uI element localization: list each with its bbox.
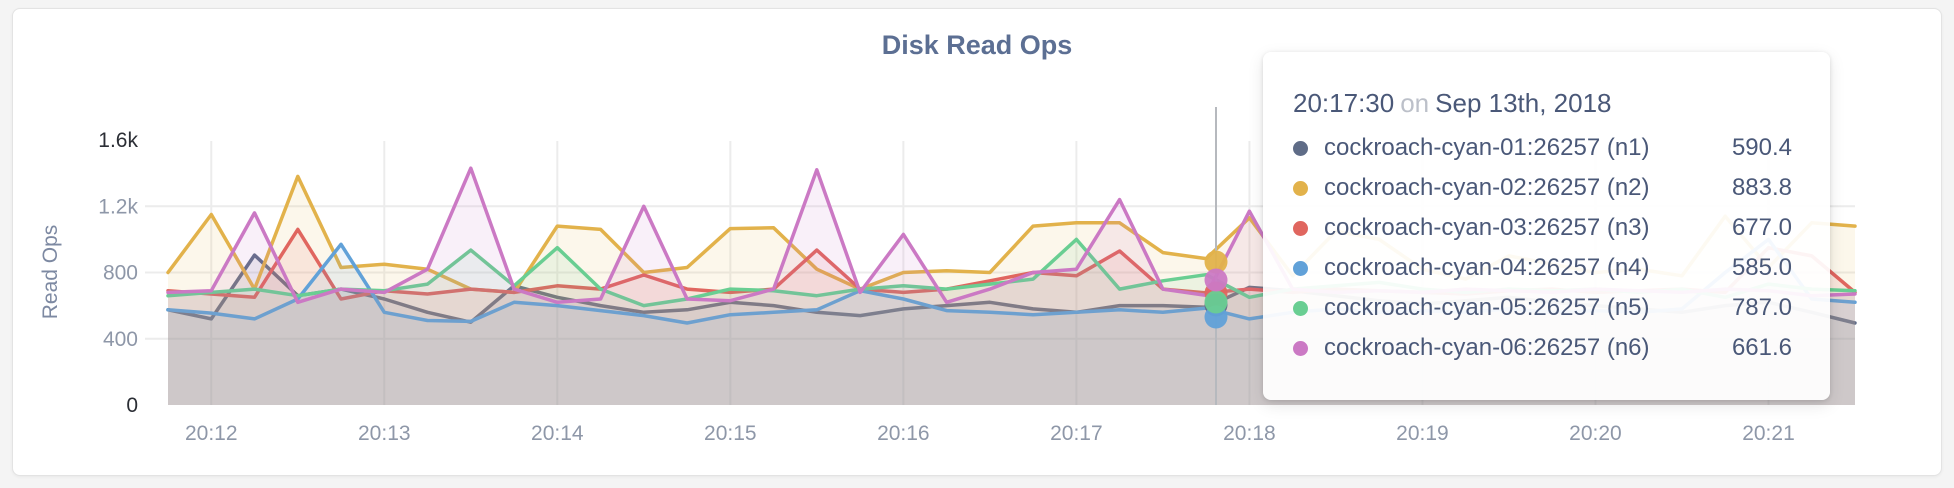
tooltip-series-value: 661.6 bbox=[1731, 334, 1792, 361]
tooltip-connector: on bbox=[1400, 88, 1430, 118]
tooltip-series-value: 590.4 bbox=[1731, 134, 1792, 161]
series-color-dot-icon bbox=[1293, 180, 1308, 196]
x-axis-tick-label: 20:20 bbox=[1569, 422, 1622, 445]
y-axis-tick-label: 1.2k bbox=[98, 195, 138, 218]
hover-point-dot bbox=[1204, 290, 1228, 314]
series-color-dot-icon bbox=[1293, 220, 1308, 236]
hover-point-dot bbox=[1204, 250, 1228, 274]
tooltip-series-label: cockroach-cyan-03:26257 (n3) bbox=[1324, 214, 1650, 241]
tooltip-row: cockroach-cyan-05:26257 (n5) 787.0 bbox=[1293, 288, 1792, 328]
tooltip-row: cockroach-cyan-04:26257 (n4) 585.0 bbox=[1293, 248, 1792, 288]
tooltip-date: Sep 13th, 2018 bbox=[1435, 88, 1612, 118]
tooltip-series-value: 677.0 bbox=[1731, 214, 1792, 241]
chart-title: Disk Read Ops bbox=[881, 30, 1073, 60]
series-color-dot-icon bbox=[1293, 340, 1308, 356]
tooltip-row: cockroach-cyan-01:26257 (n1) 590.4 bbox=[1293, 128, 1792, 168]
x-axis-tick-label: 20:21 bbox=[1742, 422, 1795, 445]
x-axis-tick-label: 20:15 bbox=[704, 422, 757, 445]
x-axis-tick-label: 20:17 bbox=[1050, 422, 1103, 445]
y-axis-tick-label: 400 bbox=[103, 328, 138, 351]
tooltip-rows: cockroach-cyan-01:26257 (n1) 590.4 cockroa… bbox=[1293, 128, 1792, 368]
tooltip-row: cockroach-cyan-03:26257 (n3) 677.0 bbox=[1293, 208, 1792, 248]
series-color-dot-icon bbox=[1293, 300, 1308, 316]
y-axis-tick-label: 1.6k bbox=[98, 129, 138, 152]
tooltip-series-label: cockroach-cyan-05:26257 (n5) bbox=[1324, 294, 1650, 321]
chart-tooltip: 20:17:30 on Sep 13th, 2018 cockroach-cyan-… bbox=[1263, 52, 1830, 400]
tooltip-series-value: 585.0 bbox=[1731, 254, 1792, 281]
tooltip-header: 20:17:30 on Sep 13th, 2018 bbox=[1293, 88, 1792, 118]
series-color-dot-icon bbox=[1293, 260, 1308, 276]
x-axis-tick-label: 20:19 bbox=[1396, 422, 1449, 445]
x-axis-tick-label: 20:18 bbox=[1223, 422, 1276, 445]
y-axis-tick-label: 0 bbox=[126, 394, 138, 417]
tooltip-series-label: cockroach-cyan-01:26257 (n1) bbox=[1324, 134, 1650, 161]
x-axis-tick-label: 20:16 bbox=[877, 422, 930, 445]
x-axis-tick-label: 20:14 bbox=[531, 422, 584, 445]
tooltip-series-value: 787.0 bbox=[1731, 294, 1792, 321]
x-axis-tick-label: 20:12 bbox=[185, 422, 238, 445]
tooltip-row: cockroach-cyan-02:26257 (n2) 883.8 bbox=[1293, 168, 1792, 208]
tooltip-series-label: cockroach-cyan-04:26257 (n4) bbox=[1324, 254, 1650, 281]
tooltip-series-value: 883.8 bbox=[1731, 174, 1792, 201]
y-axis-title: Read Ops bbox=[39, 225, 62, 320]
y-axis-tick-label: 800 bbox=[103, 262, 138, 285]
tooltip-row: cockroach-cyan-06:26257 (n6) 661.6 bbox=[1293, 328, 1792, 368]
tooltip-time: 20:17:30 bbox=[1293, 88, 1395, 118]
hover-point-dot bbox=[1204, 268, 1228, 292]
series-color-dot-icon bbox=[1293, 140, 1308, 156]
tooltip-series-label: cockroach-cyan-02:26257 (n2) bbox=[1324, 174, 1650, 201]
x-axis-tick-label: 20:13 bbox=[358, 422, 411, 445]
tooltip-series-label: cockroach-cyan-06:26257 (n6) bbox=[1324, 334, 1650, 361]
